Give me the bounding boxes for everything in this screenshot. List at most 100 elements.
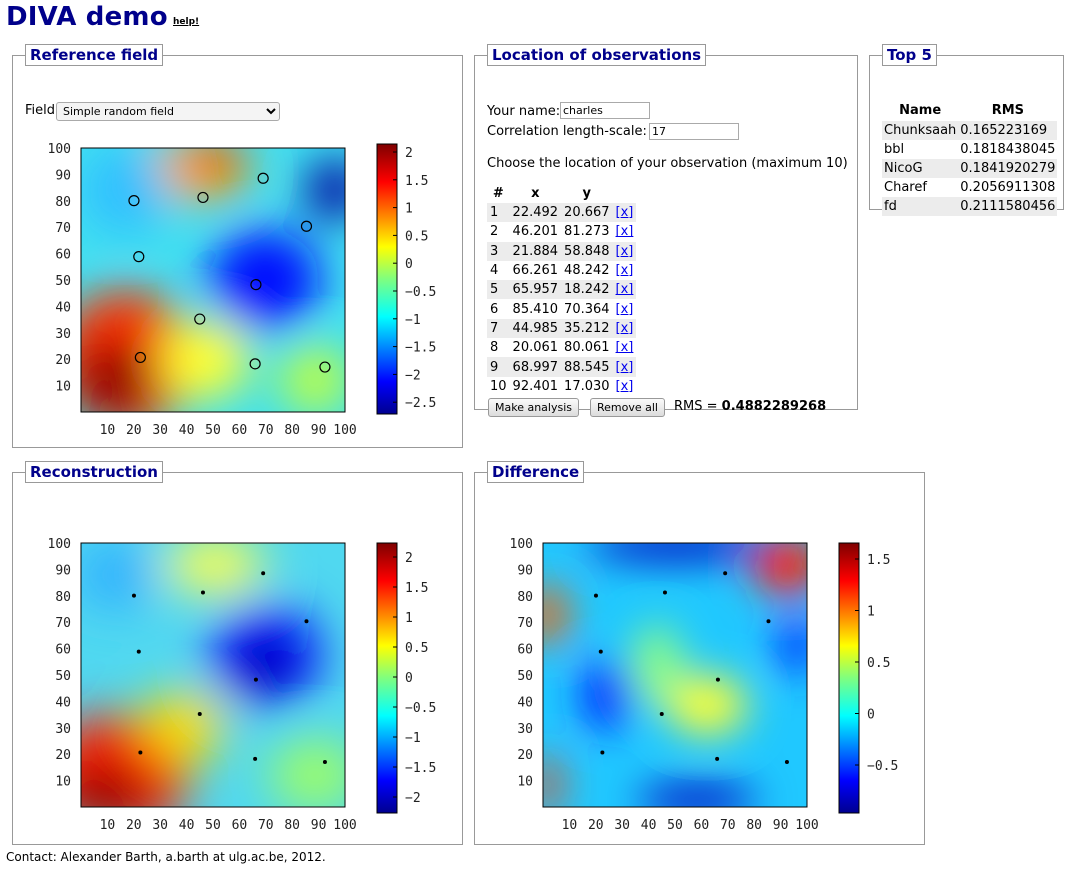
x-tick-label: 100: [795, 818, 818, 833]
remove-observation-link[interactable]: [x]: [615, 359, 634, 375]
observation-marker: [253, 677, 258, 682]
colorbar-tick-label: 1.5: [867, 553, 890, 568]
observation-marker: [134, 351, 146, 364]
x-tick-label: 40: [179, 818, 195, 833]
top5-name: NicoG: [882, 159, 959, 178]
colorbar-tick-label: −1.5: [405, 341, 436, 356]
obs-x: 46.201: [512, 224, 559, 240]
name-input[interactable]: [560, 102, 650, 119]
y-tick-label: 80: [55, 590, 71, 605]
y-tick-label: 90: [517, 563, 533, 578]
colorbar-tick-label: 2: [405, 551, 413, 566]
colorbar-tick-label: −2: [405, 791, 421, 806]
remove-observation-link[interactable]: [x]: [615, 243, 634, 259]
col-name: Name: [899, 103, 942, 118]
top5-name: Charef: [884, 180, 927, 195]
remove-observation-link[interactable]: [x]: [615, 205, 634, 221]
observation-marker: [300, 220, 313, 232]
x-tick-label: 20: [588, 818, 604, 833]
colorbar-tick-label: 0.5: [405, 641, 428, 656]
y-tick-label: 50: [517, 669, 533, 684]
remove-observation-link[interactable]: [x]: [615, 301, 634, 317]
x-tick-label: 80: [284, 818, 300, 833]
observations-table: # x y 1 22.492 20.667 [x] 2 46.201 81.273…: [487, 184, 637, 396]
remove-observation-link[interactable]: [x]: [615, 224, 634, 240]
obs-index: 6: [490, 301, 499, 317]
reconstruction-plot: 10 20 30 40 50 60 70 80 90 1001009080706050403020…: [48, 537, 437, 833]
x-tick-label: 60: [694, 818, 710, 833]
difference-plot: 10 20 30 40 50 60 70 80 90 1001009080706050403020…: [510, 537, 899, 833]
remove-observation-link[interactable]: [x]: [615, 378, 634, 394]
rms-value: 0.4882289268: [721, 399, 827, 414]
y-tick-label: 40: [55, 695, 71, 710]
observation-marker: [766, 619, 771, 624]
x-tick-label: 10: [562, 818, 578, 833]
observation-marker: [304, 619, 309, 624]
obs-x: 21.884: [509, 241, 562, 261]
reference-observation-markers: [128, 172, 331, 373]
top5-legend: Top 5: [882, 44, 937, 66]
length-scale-input[interactable]: [649, 123, 739, 140]
reference-colorbar: [376, 143, 398, 415]
top5-rms: 0.1818438045: [960, 142, 1056, 157]
observation-row: 2 46.201 81.273 [x]: [487, 222, 636, 241]
help-link[interactable]: help!: [173, 17, 200, 27]
obs-x: 20.061: [512, 340, 559, 356]
y-tick-label: 10: [55, 775, 71, 790]
obs-index: 3: [487, 241, 510, 261]
top5-row: Charef 0.2056911308: [882, 178, 1057, 197]
contact-footer: Contact: Alexander Barth, a.barth at ulg…: [6, 850, 326, 864]
colorbar-tick-label: −1: [405, 731, 421, 746]
obs-y: 20.667: [561, 203, 613, 223]
rms-readout: RMS = 0.4882289268: [674, 399, 826, 414]
colorbar-tick-label: −1.5: [405, 761, 436, 776]
length-scale-label: Correlation length-scale:: [487, 124, 647, 139]
y-tick-label: 100: [48, 142, 71, 157]
col-x: x: [531, 186, 540, 201]
observation-marker: [319, 361, 331, 373]
remove-observation-link[interactable]: [x]: [615, 320, 634, 336]
y-tick-label: 70: [517, 616, 533, 631]
y-tick-label: 70: [55, 221, 71, 236]
remove-observation-link[interactable]: [x]: [615, 282, 634, 298]
colorbar-tick-label: 0.5: [867, 656, 890, 671]
x-tick-label: 50: [667, 818, 683, 833]
x-tick-label: 20: [126, 423, 142, 438]
reference-field-plot[interactable]: 10 20 30 40 50 60 70 80 90 1001009080706050403020…: [15, 130, 455, 445]
reconstruction-legend: Reconstruction: [25, 461, 163, 483]
y-tick-label: 20: [55, 353, 71, 368]
make-analysis-button[interactable]: Make analysis: [488, 398, 580, 417]
obs-x: 44.985: [509, 318, 562, 339]
observation-marker: [600, 750, 605, 755]
instruction-text: Choose the location of your observation …: [487, 156, 848, 171]
observation-row: 3 21.884 58.848 [x]: [487, 241, 637, 261]
remove-observation-link[interactable]: [x]: [615, 340, 634, 356]
colorbar-tick-label: 0: [405, 671, 413, 686]
reference-field-legend: Reference field: [25, 44, 164, 66]
obs-y: 80.061: [564, 340, 610, 356]
top5-row: bbl 0.1818438045: [882, 140, 1057, 159]
reconstruction-observation-dots: [131, 571, 327, 765]
obs-x: 22.492: [509, 203, 562, 223]
x-tick-label: 90: [773, 818, 789, 833]
top5-rms: 0.2056911308: [960, 180, 1056, 195]
x-tick-label: 50: [205, 818, 221, 833]
x-tick-label: 30: [152, 818, 168, 833]
observation-row: 4 66.261 48.242 [x]: [487, 261, 636, 280]
col-index: #: [492, 186, 504, 201]
colorbar-tick-label: 1: [405, 611, 413, 626]
remove-all-button[interactable]: Remove all: [590, 398, 665, 417]
observation-marker: [593, 593, 598, 598]
remove-observation-link[interactable]: [x]: [615, 263, 634, 279]
y-tick-label: 30: [55, 722, 71, 737]
field-select[interactable]: Simple random field: [56, 102, 280, 121]
y-tick-label: 100: [510, 537, 533, 552]
observation-row: 9 68.997 88.545 [x]: [487, 357, 637, 377]
obs-index: 8: [490, 340, 499, 356]
observation-marker: [598, 649, 603, 654]
y-tick-label: 100: [48, 537, 71, 552]
name-label: Your name:: [487, 104, 561, 119]
reference-field-panel: Reference field Field Simple random fiel…: [12, 44, 463, 448]
colorbar-tick-label: 0.5: [405, 229, 428, 244]
difference-colorbar: [838, 542, 860, 814]
